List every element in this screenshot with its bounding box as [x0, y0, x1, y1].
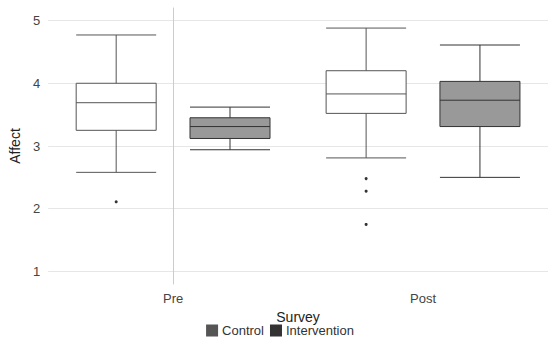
- svg-text:4: 4: [33, 76, 40, 91]
- svg-text:Pre: Pre: [163, 291, 183, 306]
- svg-text:Post: Post: [410, 291, 436, 306]
- svg-text:1: 1: [33, 264, 40, 279]
- svg-text:Control: Control: [222, 323, 264, 338]
- svg-text:5: 5: [33, 13, 40, 28]
- svg-text:Survey: Survey: [276, 309, 320, 325]
- svg-text:Affect: Affect: [7, 128, 23, 164]
- svg-text:3: 3: [33, 139, 40, 154]
- svg-text:Intervention: Intervention: [286, 323, 354, 338]
- svg-text:2: 2: [33, 201, 40, 216]
